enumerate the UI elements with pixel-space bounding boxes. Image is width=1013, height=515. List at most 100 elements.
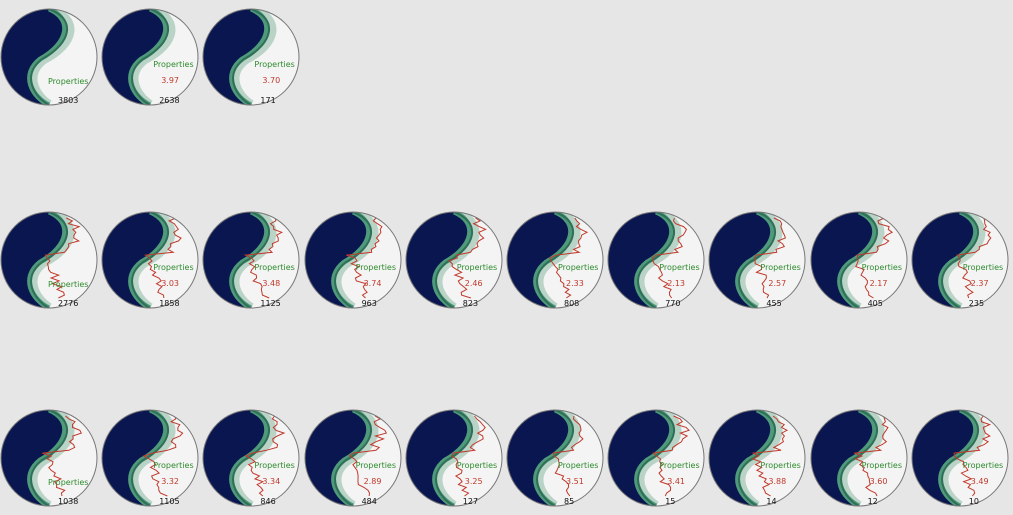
circular-glyph: Properties 2.17 405 xyxy=(810,207,910,311)
glyph-outline xyxy=(810,409,908,507)
glyph-title: Properties xyxy=(659,263,700,272)
glyph-outline xyxy=(202,409,300,507)
glyph-count: 15 xyxy=(665,497,676,506)
glyph-shape xyxy=(810,409,908,507)
circular-glyph: Properties 3.32 1105 xyxy=(101,405,201,509)
circular-glyph: Properties 3.41 15 xyxy=(607,405,707,509)
glyph-count: 455 xyxy=(766,299,782,308)
glyph-shape xyxy=(202,211,300,309)
red-profile-line xyxy=(345,217,383,299)
circular-glyph: Properties 3.49 10 xyxy=(911,405,1011,509)
circular-glyph: Properties 3803 xyxy=(0,4,100,108)
glyph-shape xyxy=(708,409,806,507)
circular-glyph: Properties 2.89 484 xyxy=(304,405,404,509)
red-profile-line xyxy=(651,217,688,299)
glyph-title: Properties xyxy=(558,461,599,470)
dark-region xyxy=(203,410,266,506)
glyph-row: Properties 1038 Properties 3.32 1105 Properti… xyxy=(0,405,1013,509)
circular-glyph: Properties 3.88 14 xyxy=(708,405,808,509)
glyph-score: 2.89 xyxy=(363,477,382,486)
glyph-outline xyxy=(911,211,1009,309)
glyph-outline xyxy=(506,211,604,309)
circular-glyph: Properties 1038 xyxy=(0,405,100,509)
glyph-count: 14 xyxy=(766,497,777,506)
dark-region xyxy=(507,212,570,308)
glyph-score: 3.03 xyxy=(161,279,179,288)
glyph-score: 3.49 xyxy=(970,477,989,486)
glyph-outline xyxy=(0,8,98,106)
glyph-shape xyxy=(0,409,98,507)
glyph-outline xyxy=(607,409,705,507)
red-profile-line xyxy=(751,415,789,497)
glyph-score: 2.17 xyxy=(869,279,888,288)
glyph-outline xyxy=(101,409,199,507)
glyph-outline xyxy=(101,8,199,106)
dark-region xyxy=(709,410,772,506)
glyph-count: 1858 xyxy=(159,299,180,308)
dark-region xyxy=(507,410,570,506)
glyph-count: 171 xyxy=(260,96,276,105)
circular-glyph: Properties 3.25 127 xyxy=(405,405,505,509)
circular-glyph: Properties 2.37 235 xyxy=(911,207,1011,311)
circular-glyph: Properties 3.34 846 xyxy=(202,405,302,509)
glyph-outline xyxy=(304,211,402,309)
glyph-score: 2.13 xyxy=(667,279,685,288)
glyph-outline xyxy=(202,8,300,106)
red-profile-line xyxy=(953,415,991,497)
glyph-score: 3.97 xyxy=(161,76,179,85)
glyph-score: 3.25 xyxy=(464,477,483,486)
glyph-score: 2.37 xyxy=(970,279,989,288)
glyph-title: Properties xyxy=(456,263,498,272)
red-profile-line xyxy=(245,415,286,497)
glyph-shape xyxy=(810,211,908,309)
glyph-outline xyxy=(810,211,908,309)
circular-glyph: Properties 2776 xyxy=(0,207,100,311)
red-profile-line xyxy=(450,415,486,497)
circular-glyph: Properties 2.13 770 xyxy=(607,207,707,311)
dark-region xyxy=(1,9,64,105)
glyph-outline xyxy=(405,211,503,309)
glyph-score: 3.41 xyxy=(667,477,685,486)
red-profile-line xyxy=(447,217,487,299)
glyph-title: Properties xyxy=(153,263,194,272)
red-profile-line xyxy=(754,217,787,299)
dark-region xyxy=(102,9,165,105)
glyph-outline xyxy=(607,211,705,309)
glyph-count: 823 xyxy=(462,299,479,308)
glyph-outline xyxy=(304,409,402,507)
red-profile-line xyxy=(142,415,184,497)
glyph-count: 484 xyxy=(361,497,377,506)
glyph-score: 3.60 xyxy=(869,477,888,486)
circular-glyph: Properties 2.46 823 xyxy=(405,207,505,311)
glyph-shape xyxy=(101,409,199,507)
glyph-title: Properties xyxy=(760,461,801,470)
dark-region xyxy=(203,9,266,105)
glyph-title: Properties xyxy=(558,263,599,272)
circular-glyph: Properties 2.57 455 xyxy=(708,207,808,311)
red-profile-line xyxy=(243,217,284,299)
glyph-outline xyxy=(202,211,300,309)
red-profile-line xyxy=(144,217,182,299)
glyph-title: Properties xyxy=(962,263,1004,272)
glyph-count: 1105 xyxy=(159,497,180,506)
glyph-shape xyxy=(101,211,199,309)
glyph-score: 3.32 xyxy=(161,477,179,486)
glyph-score: 2.46 xyxy=(464,279,483,288)
glyph-title: Properties xyxy=(254,461,295,470)
glyph-count: 846 xyxy=(260,497,276,506)
glyph-count: 3803 xyxy=(58,96,79,105)
glyph-outline xyxy=(101,211,199,309)
glyph-outline xyxy=(911,409,1009,507)
glyph-title: Properties xyxy=(962,461,1004,470)
circular-glyph: Properties 3.97 2638 xyxy=(101,4,201,108)
glyph-row: Properties 2776 Properties 3.03 1858 Properti… xyxy=(0,207,1013,311)
glyph-shape xyxy=(202,409,300,507)
dark-region xyxy=(304,212,367,308)
glyph-outline xyxy=(0,211,98,309)
glyph-outline xyxy=(506,409,604,507)
dark-region xyxy=(1,410,64,506)
circular-glyph: Properties 3.51 85 xyxy=(506,405,606,509)
dark-region xyxy=(203,212,266,308)
glyph-count: 405 xyxy=(867,299,883,308)
glyph-count: 1038 xyxy=(58,497,79,506)
